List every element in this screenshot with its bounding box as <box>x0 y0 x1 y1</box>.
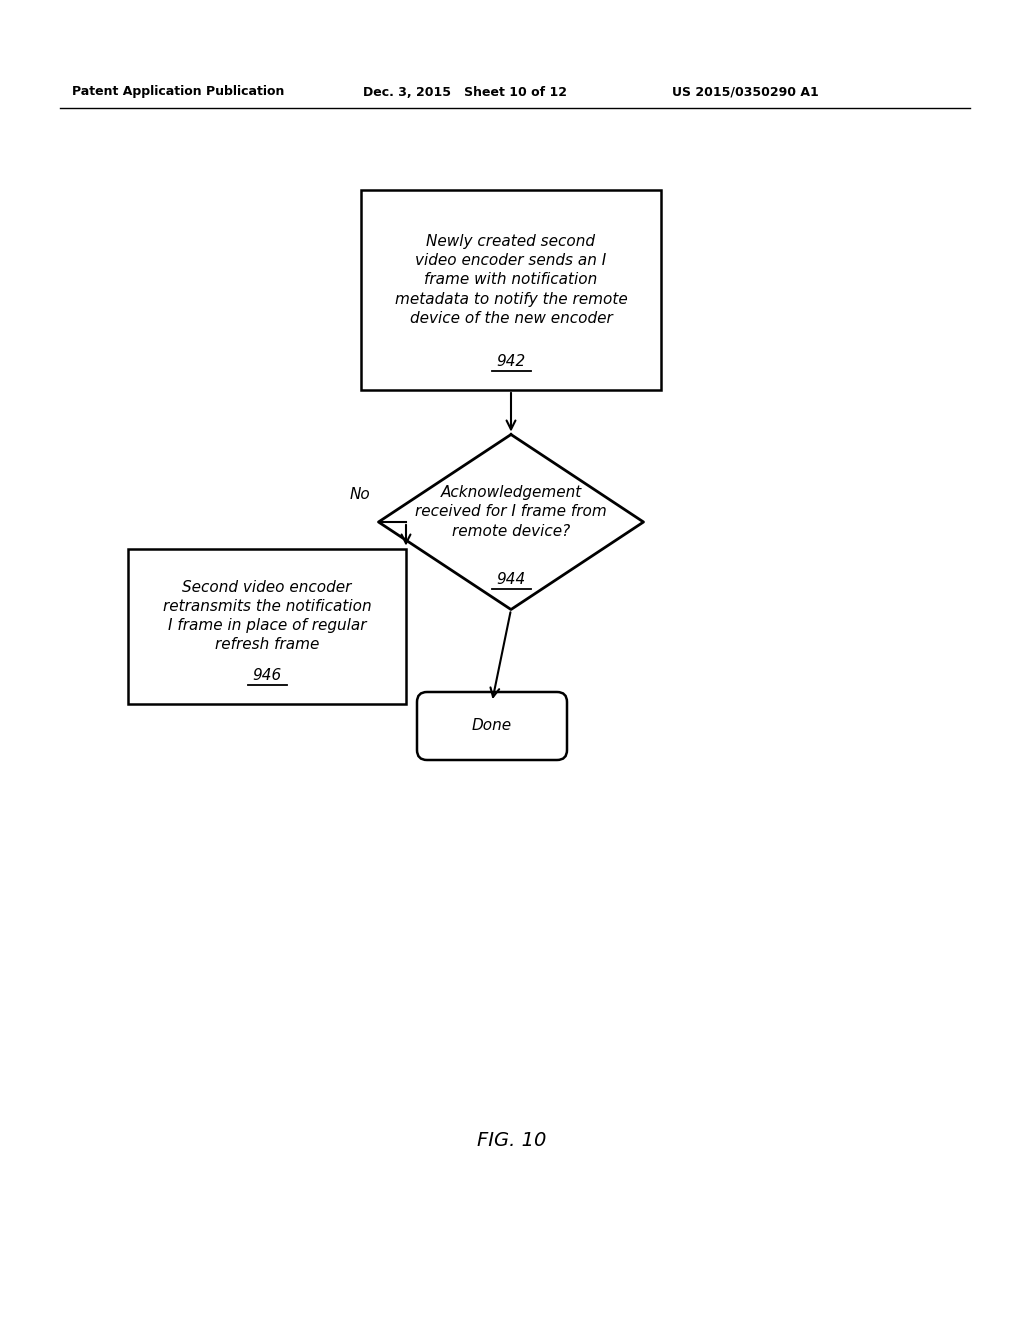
Text: 944: 944 <box>497 572 525 587</box>
Text: No: No <box>350 487 371 502</box>
FancyBboxPatch shape <box>128 549 406 704</box>
Text: 942: 942 <box>497 355 525 370</box>
Text: Second video encoder
retransmits the notification
I frame in place of regular
re: Second video encoder retransmits the not… <box>163 579 372 652</box>
Text: Patent Application Publication: Patent Application Publication <box>72 86 285 99</box>
Text: Dec. 3, 2015   Sheet 10 of 12: Dec. 3, 2015 Sheet 10 of 12 <box>362 86 567 99</box>
Text: Acknowledgement
received for I frame from
remote device?: Acknowledgement received for I frame fro… <box>415 486 607 539</box>
FancyBboxPatch shape <box>361 190 662 389</box>
Text: Newly created second
video encoder sends an I
frame with notification
metadata t: Newly created second video encoder sends… <box>394 234 628 326</box>
FancyBboxPatch shape <box>417 692 567 760</box>
Polygon shape <box>379 434 643 610</box>
Text: 946: 946 <box>252 668 282 682</box>
Text: US 2015/0350290 A1: US 2015/0350290 A1 <box>672 86 819 99</box>
Text: FIG. 10: FIG. 10 <box>477 1130 547 1150</box>
Text: Done: Done <box>472 718 512 734</box>
